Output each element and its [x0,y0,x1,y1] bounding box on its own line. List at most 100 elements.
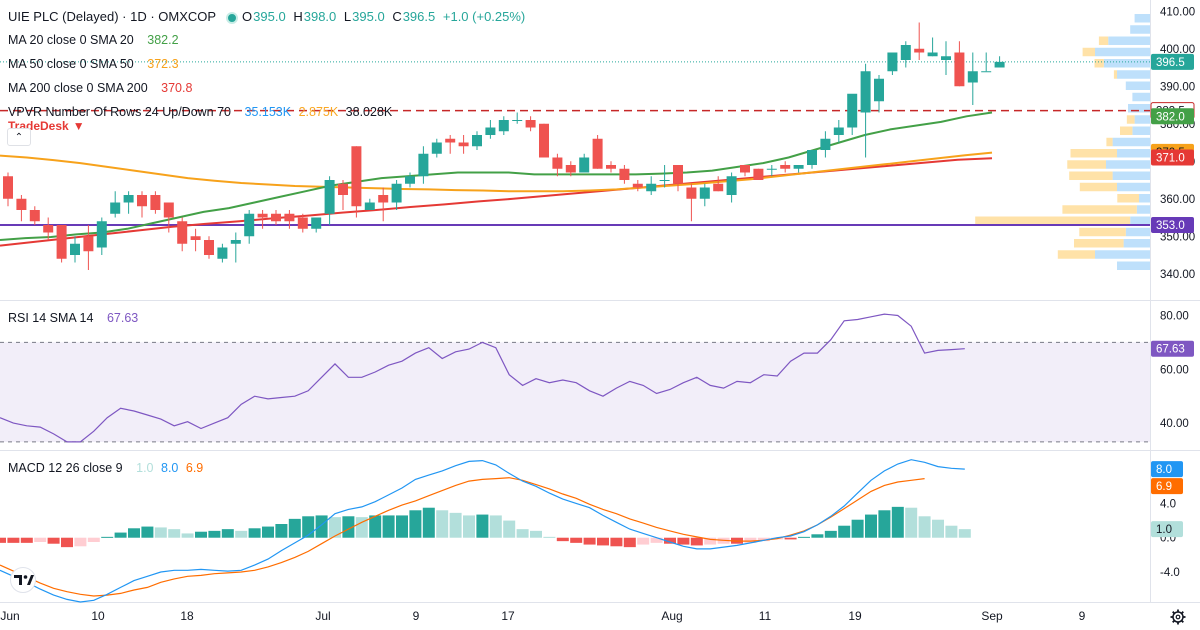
volume-profile-up-bar [1125,81,1150,90]
price-label-text: 382.0 [1156,111,1185,123]
vpvr-down-value: 2.875K [298,105,339,119]
price-tick-label: 390.00 [1160,81,1195,93]
macd-hist-bar-positive [436,510,449,538]
macd-line [0,459,965,603]
candle-up [96,221,107,248]
symbol-title[interactable]: UIE PLC (Delayed) · 1D · OMXCOP [8,9,217,24]
low-label: L [343,9,352,24]
candle-down [673,165,683,184]
candle-down [740,165,750,173]
macd-hist-bar-positive [396,515,408,538]
collapse-legend-button[interactable]: ⌃ [7,128,31,146]
candle-up [418,153,429,177]
candle-up [900,45,911,60]
price-label-text: 353.0 [1156,220,1185,232]
volume-profile-down-bar [1062,205,1137,214]
macd-hist-bar-positive [543,536,556,538]
time-tick-label: 17 [501,609,515,623]
candle-up [472,135,482,147]
candle-up [981,71,992,73]
macd-hist-bar-positive [463,515,475,538]
candle-down [16,198,27,210]
macd-hist-bar-positive [891,506,904,538]
ma200-label: MA 200 close 0 SMA 200 [8,81,148,95]
volume-profile-up-bar [1112,137,1150,147]
ma20-legend[interactable]: MA 20 close 0 SMA 20 382.2 [8,32,183,48]
candle-up [847,93,858,128]
candle-up [498,120,509,132]
gear-icon[interactable] [1170,609,1186,625]
volume-profile-down-bar [1113,70,1117,79]
volume-profile-up-bar [1123,239,1150,248]
ma200-legend[interactable]: MA 200 close 0 SMA 200 370.8 [8,80,196,96]
volume-profile-down-bar [1082,47,1095,57]
macd-hist-bar-negative [34,537,47,542]
volume-profile-down-bar [1094,59,1104,68]
price-label-badge [1151,108,1194,125]
time-tick-label: Aug [661,609,682,623]
candle-down [3,176,13,199]
volume-profile-down-bar [1069,171,1113,180]
candle-down [338,183,348,195]
macd-value-badge [1151,521,1183,538]
macd-hist-bar-positive [958,529,971,538]
macd-hist-bar-positive [905,507,918,538]
ma50-legend[interactable]: MA 50 close 0 SMA 50 372.3 [8,56,183,72]
time-tick-label: 9 [1079,609,1086,623]
volume-profile-up-bar [1117,70,1150,79]
volume-profile-down-bar [1106,137,1113,147]
macd-hist-bar-negative [784,537,797,540]
volume-profile-up-bar [1112,171,1150,180]
rsi-legend[interactable]: RSI 14 SMA 14 67.63 [8,310,142,326]
candle-up [726,176,737,195]
macd-hist-bar-negative [570,537,583,543]
candle-down [954,52,965,87]
tradingview-logo-icon[interactable] [8,567,38,593]
candle-up [364,202,375,210]
volume-profile-up-bar [1128,104,1150,113]
candle-down [539,123,549,158]
macd-hist-bar-positive [382,515,395,538]
macd-hist-bar-negative [610,537,623,547]
macd-hist-bar-positive [503,520,516,538]
candle-up [110,202,121,214]
ma200-line [0,157,993,247]
volume-profile-up-bar [1134,115,1150,124]
macd-hist-bar-positive [195,531,207,538]
ma50-value: 372.3 [147,57,179,71]
candle-down [914,48,925,53]
macd-value-badge [1151,461,1183,478]
candle-up [217,247,228,259]
macd-value: 8.0 [161,461,179,475]
macd-hist-bar-positive [355,517,368,538]
close-label: C [392,9,402,24]
volume-profile-down-bar [1117,194,1139,203]
macd-hist-bar-positive [141,526,154,538]
ma50-line [0,151,993,193]
macd-hist-bar-negative [757,537,770,542]
macd-hist-bar-negative [704,537,717,545]
vpvr-legend[interactable]: VPVR Number Of Rows 24 Up/Down 70 35.153… [8,104,396,120]
macd-hist-bar-positive [476,514,489,538]
macd-hist-bar-positive [489,515,502,538]
price-tick-label: 350.00 [1160,231,1195,243]
candle-down [190,236,201,240]
candle-up [311,217,322,229]
gear-tooth [1172,619,1176,623]
volume-profile-up-bar [1108,36,1150,45]
macd-hist-bar-negative [87,537,100,542]
macd-legend[interactable]: MACD 12 26 close 9 1.0 8.0 6.9 [8,460,207,476]
low-value: 395.0 [352,9,385,24]
volume-profile-down-bar [975,216,1131,225]
macd-hist-bar-positive [811,534,824,538]
volume-profile-up-bar [1132,92,1150,102]
price-tick-label: 400.00 [1160,44,1195,56]
volume-profile-down-bar [1098,36,1109,45]
candle-down [632,183,643,188]
macd-hist-bar-negative [744,537,757,543]
macd-hist-bar-negative [0,537,6,543]
candle-up [807,150,817,165]
macd-hist-bar-positive [851,519,864,538]
vpvr-total-value: 38.028K [345,105,393,119]
